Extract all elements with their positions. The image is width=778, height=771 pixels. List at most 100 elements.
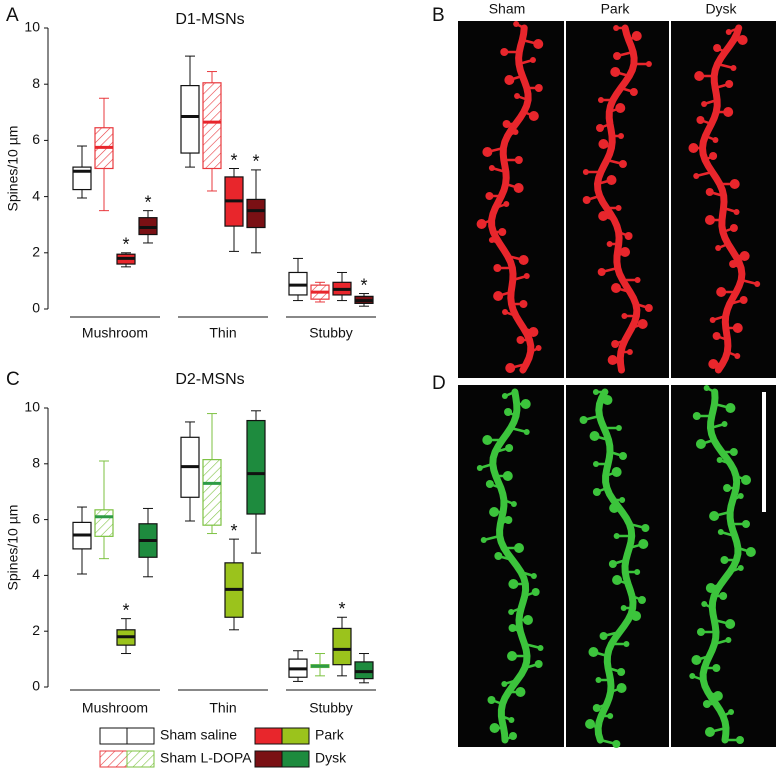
y-tick-label: 4 xyxy=(32,187,40,203)
dendrite-spine-head xyxy=(701,101,708,107)
dendrite-spine-head xyxy=(504,75,515,85)
dendrite-spine-head xyxy=(739,251,750,261)
dendrite-spine-head xyxy=(502,120,511,128)
legend-swatch xyxy=(126,750,155,768)
dendrite-spine-head xyxy=(613,533,620,539)
significance-marker: * xyxy=(122,235,129,255)
dendrite-spine-head xyxy=(608,560,617,568)
dendrite-spine-head xyxy=(725,403,736,413)
dendrite-spine-head xyxy=(716,457,723,463)
dendrite-spine-head xyxy=(512,129,519,135)
chart-title: D1-MSNs xyxy=(175,11,244,28)
dendrite-spine-head xyxy=(617,668,626,676)
dendrite-spine-head xyxy=(712,691,723,701)
dendrite-spine-head xyxy=(502,471,513,481)
dendrite-spine-head xyxy=(709,511,720,521)
legend-label: Sham L-DOPA xyxy=(160,750,252,766)
legend-swatch xyxy=(254,750,283,768)
dendrite-spine-head xyxy=(485,192,494,200)
box xyxy=(94,460,114,560)
dendrite-spine-head xyxy=(508,579,519,589)
box-body xyxy=(202,459,222,526)
legend-swatch xyxy=(281,750,310,768)
dendrite-spine-head xyxy=(502,309,509,315)
dendrite-spine-head xyxy=(695,439,706,449)
dendrite-spine-head xyxy=(693,173,700,179)
dendrite-spine-head xyxy=(598,139,609,149)
box xyxy=(224,168,244,252)
panel-label: B xyxy=(432,5,445,26)
dendrite-spine-head xyxy=(607,355,618,365)
dendrite-spine-head xyxy=(588,647,599,657)
dendrite-spine-head xyxy=(537,645,544,651)
y-tick-label: 8 xyxy=(32,75,40,91)
dendrite-spine-head xyxy=(620,605,627,611)
dendrite-spine-head xyxy=(592,461,599,467)
box xyxy=(246,410,266,554)
dendrite-spine-head xyxy=(728,709,735,715)
dendrite-spine-head xyxy=(619,497,626,503)
dendrite-spine-head xyxy=(493,291,504,301)
dendrite-spine-head xyxy=(704,727,715,737)
dendrite-spine-head xyxy=(611,340,620,348)
x-tick-label: Thin xyxy=(209,325,236,341)
dendrite-spine-head xyxy=(523,273,530,279)
dendrite-spine-head xyxy=(712,332,721,340)
dendrite-spine-head xyxy=(592,704,601,712)
dendrite-spine-head xyxy=(488,237,495,243)
dendrite-spine-head xyxy=(618,133,625,139)
dendrite-spine-head xyxy=(493,264,502,272)
legend-swatch xyxy=(254,727,283,745)
box xyxy=(224,538,244,631)
dendrite-spine-head xyxy=(597,268,606,276)
dendrite-spine-head xyxy=(691,655,702,665)
dendrite-spine-head xyxy=(582,196,591,204)
dendrite-spine-head xyxy=(510,501,517,507)
dendrite-spine-head xyxy=(737,565,744,571)
significance-marker: * xyxy=(144,192,151,212)
dendrite-spine-head xyxy=(618,452,627,460)
box xyxy=(138,507,158,578)
dendrite-spine-head xyxy=(694,71,705,81)
significance-marker: * xyxy=(230,150,237,170)
dendrite-spine-head xyxy=(637,319,648,329)
dendrite-spine-head xyxy=(519,300,528,308)
dendrite-spine-head xyxy=(485,480,494,488)
dendrite-spine-head xyxy=(592,389,599,395)
dendrite-spine-head xyxy=(476,465,483,471)
dendrite-spine-head xyxy=(598,211,609,221)
dendrite-spine-head xyxy=(629,88,638,96)
box-body xyxy=(94,509,114,537)
significance-marker: * xyxy=(122,600,129,620)
dendrite-shaft xyxy=(489,388,531,744)
dendrite-spine-head xyxy=(607,713,614,719)
dendrite-spine-head xyxy=(535,345,542,351)
y-tick-label: 6 xyxy=(32,131,40,147)
y-tick-label: 10 xyxy=(24,399,40,415)
dendrite-spine-head xyxy=(531,588,540,596)
dendrite-spine-head xyxy=(634,277,641,283)
dendrite-spine-head xyxy=(754,281,761,287)
dendrite-spine-head xyxy=(725,619,736,629)
chart-title: D2-MSNs xyxy=(175,371,244,388)
box-body xyxy=(202,82,222,170)
box-body xyxy=(180,85,200,154)
dendrite-spine-head xyxy=(505,444,514,452)
dendrite-spine-head xyxy=(741,475,752,485)
dendrite-shaft xyxy=(698,24,746,374)
dendrite-spine-head xyxy=(725,80,734,88)
dendrite-spine-head xyxy=(618,160,627,168)
dendrite-spine-head xyxy=(487,696,496,704)
dendrite-spine-head xyxy=(641,524,650,532)
dendrite-spine-head xyxy=(602,395,613,405)
box xyxy=(94,97,114,212)
legend-label: Dysk xyxy=(315,750,347,766)
dendrite-spine-head xyxy=(489,507,500,517)
x-tick-label: Stubby xyxy=(309,700,353,716)
dendrite-spine-head xyxy=(709,152,718,160)
significance-marker: * xyxy=(338,599,345,619)
dendrite-spine-head xyxy=(589,431,600,441)
dendrite-spine-head xyxy=(716,287,727,297)
dendrite-spine-head xyxy=(489,723,500,733)
dendrite-spine-head xyxy=(733,209,740,215)
